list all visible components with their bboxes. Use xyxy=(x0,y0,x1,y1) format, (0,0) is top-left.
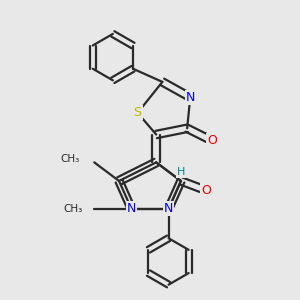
Text: H: H xyxy=(177,167,185,177)
Text: CH₃: CH₃ xyxy=(63,204,82,214)
Text: N: N xyxy=(164,202,173,215)
Text: O: O xyxy=(201,184,211,197)
Text: N: N xyxy=(127,202,136,215)
Text: O: O xyxy=(207,134,217,147)
Text: S: S xyxy=(134,106,142,119)
Text: CH₃: CH₃ xyxy=(60,154,79,164)
Text: N: N xyxy=(186,91,195,104)
